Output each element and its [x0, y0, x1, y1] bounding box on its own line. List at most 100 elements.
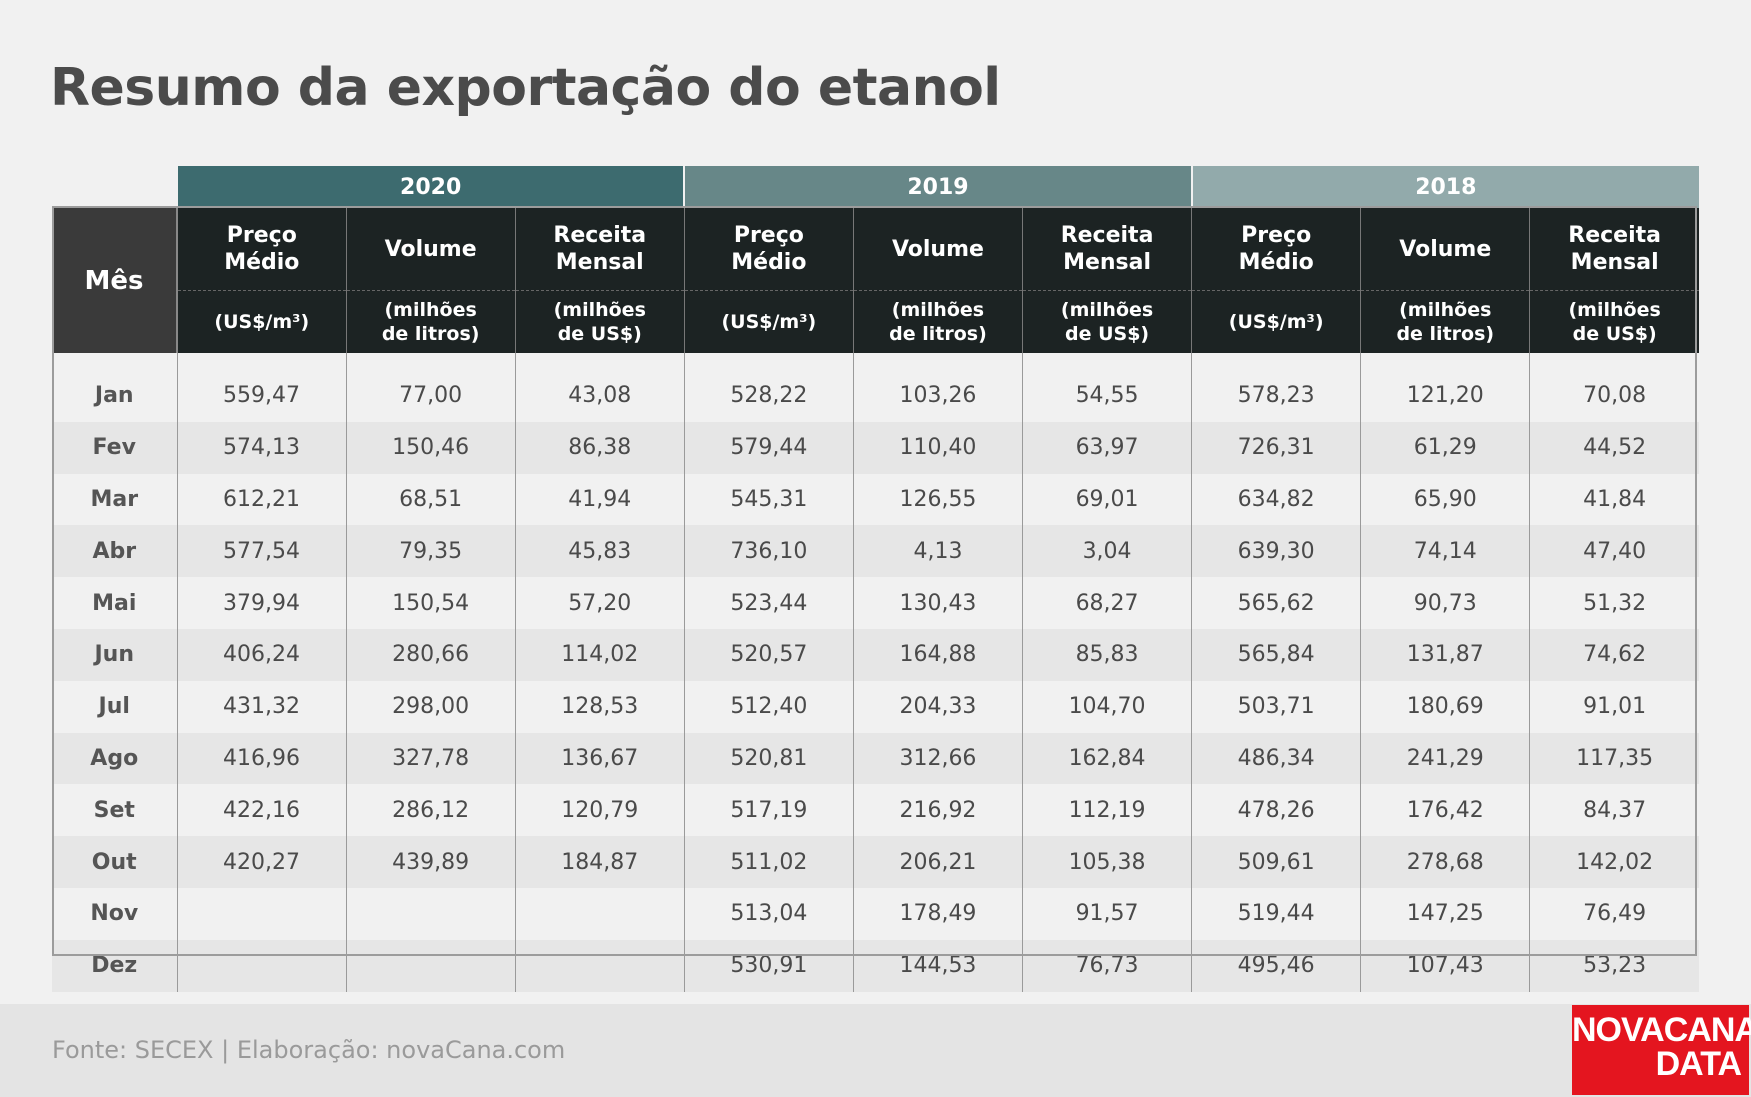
table-cell: 130,43 — [852, 577, 1023, 629]
table-cell: 406,24 — [176, 628, 347, 681]
table-cell: 74,62 — [1529, 628, 1699, 681]
table-cell: 612,21 — [176, 473, 347, 526]
table-row: Fev 574,13 150,46 86,38 579,44 110,40 63,97 726… — [52, 421, 1699, 474]
table-cell: 91,57 — [1021, 887, 1192, 940]
table-cell: 509,61 — [1191, 836, 1361, 888]
table-cell: 439,89 — [345, 836, 516, 888]
table-cell: 577,54 — [176, 525, 347, 578]
table-cell: 280,66 — [345, 628, 516, 681]
table-cell — [514, 887, 685, 940]
table-cell: 579,44 — [683, 421, 854, 474]
table-cell: 578,23 — [1191, 353, 1361, 422]
year-header-2018: 2018 — [1190, 166, 1699, 208]
table-cell: 180,69 — [1360, 680, 1530, 733]
table-cell: 736,10 — [683, 525, 854, 578]
table-cell: 327,78 — [345, 732, 516, 785]
table-cell: 63,97 — [1021, 421, 1192, 474]
table-cell: 495,46 — [1191, 939, 1361, 992]
table-cell: 47,40 — [1529, 525, 1699, 578]
table-cell: 84,37 — [1529, 784, 1699, 837]
table-row: Jul 431,32 298,00 128,53 512,40 204,33 104,70 5… — [52, 680, 1699, 733]
table-cell: 44,52 — [1529, 421, 1699, 474]
table-cell: 286,12 — [345, 784, 516, 837]
table-cell: 519,44 — [1191, 887, 1361, 940]
month-label: Set — [52, 784, 177, 837]
unit-label-receita: (milhões de US$) — [514, 290, 685, 353]
table-cell: 77,00 — [345, 353, 516, 422]
table-cell — [345, 887, 516, 940]
col-header-receita: Receita Mensal — [1529, 208, 1699, 291]
export-table: 2020 2019 2018 Mês Preço Médio Volume Re… — [52, 166, 1699, 992]
col-header-receita: Receita Mensal — [1021, 208, 1192, 291]
table-cell — [514, 939, 685, 992]
table-cell: 530,91 — [683, 939, 854, 992]
year-header-2019: 2019 — [683, 166, 1192, 208]
month-label: Jan — [52, 353, 177, 422]
table-cell: 206,21 — [852, 836, 1023, 888]
month-label: Mai — [52, 577, 177, 629]
table-cell: 121,20 — [1360, 353, 1530, 422]
table-cell: 68,27 — [1021, 577, 1192, 629]
table-row: Jan 559,47 77,00 43,08 528,22 103,26 54,55 578,… — [52, 353, 1699, 422]
table-row: Dez 530,91 144,53 76,73 495,46 107,43 53,23 — [52, 939, 1699, 992]
table-cell: 90,73 — [1360, 577, 1530, 629]
table-cell: 74,14 — [1360, 525, 1530, 578]
data-table-wrapper: 2020 2019 2018 Mês Preço Médio Volume Re… — [52, 166, 1699, 992]
table-cell: 503,71 — [1191, 680, 1361, 733]
table-cell: 65,90 — [1360, 473, 1530, 526]
table-cell: 520,57 — [683, 628, 854, 681]
table-cell: 120,79 — [514, 784, 685, 837]
table-cell: 41,94 — [514, 473, 685, 526]
table-cell: 512,40 — [683, 680, 854, 733]
table-cell: 565,62 — [1191, 577, 1361, 629]
table-cell: 726,31 — [1191, 421, 1361, 474]
logo-line-1: NOVACANA — [1572, 1011, 1751, 1049]
table-cell: 178,49 — [852, 887, 1023, 940]
table-cell: 57,20 — [514, 577, 685, 629]
table-cell: 379,94 — [176, 577, 347, 629]
table-body: Jan 559,47 77,00 43,08 528,22 103,26 54,55 578,… — [52, 353, 1699, 992]
table-cell: 513,04 — [683, 887, 854, 940]
table-cell: 112,19 — [1021, 784, 1192, 837]
table-cell: 43,08 — [514, 353, 685, 422]
table-cell: 420,27 — [176, 836, 347, 888]
table-cell: 126,55 — [852, 473, 1023, 526]
table-cell: 478,26 — [1191, 784, 1361, 837]
footer-bar — [0, 1004, 1751, 1097]
table-cell: 104,70 — [1021, 680, 1192, 733]
table-cell: 142,02 — [1529, 836, 1699, 888]
table-cell: 416,96 — [176, 732, 347, 785]
table-cell: 114,02 — [514, 628, 685, 681]
month-label: Fev — [52, 421, 177, 474]
month-label: Nov — [52, 887, 177, 940]
unit-label-volume: (milhões de litros) — [852, 290, 1023, 353]
month-label: Abr — [52, 525, 177, 578]
table-cell: 278,68 — [1360, 836, 1530, 888]
year-header-2020: 2020 — [175, 166, 685, 208]
table-cell: 150,54 — [345, 577, 516, 629]
table-cell: 176,42 — [1360, 784, 1530, 837]
unit-label-preco: (US$/m³) — [176, 290, 347, 353]
table-cell: 559,47 — [176, 353, 347, 422]
table-cell: 241,29 — [1360, 732, 1530, 785]
table-cell: 70,08 — [1529, 353, 1699, 422]
table-cell — [176, 887, 347, 940]
table-row: Set 422,16 286,12 120,79 517,19 216,92 112,19 4… — [52, 784, 1699, 837]
table-cell: 51,32 — [1529, 577, 1699, 629]
month-label: Jun — [52, 628, 177, 681]
table-cell: 91,01 — [1529, 680, 1699, 733]
table-cell: 565,84 — [1191, 628, 1361, 681]
table-cell: 486,34 — [1191, 732, 1361, 785]
col-header-volume: Volume — [1360, 208, 1530, 291]
table-cell: 545,31 — [683, 473, 854, 526]
page-title: Resumo da exportação do etanol — [50, 58, 1001, 118]
table-cell: 634,82 — [1191, 473, 1361, 526]
table-cell: 105,38 — [1021, 836, 1192, 888]
unit-label-receita: (milhões de US$) — [1021, 290, 1192, 353]
table-cell: 639,30 — [1191, 525, 1361, 578]
month-label: Ago — [52, 732, 177, 785]
unit-label-volume: (milhões de litros) — [1360, 290, 1530, 353]
table-row: Nov 513,04 178,49 91,57 519,44 147,25 76,49 — [52, 887, 1699, 940]
table-cell: 61,29 — [1360, 421, 1530, 474]
table-cell: 136,67 — [514, 732, 685, 785]
